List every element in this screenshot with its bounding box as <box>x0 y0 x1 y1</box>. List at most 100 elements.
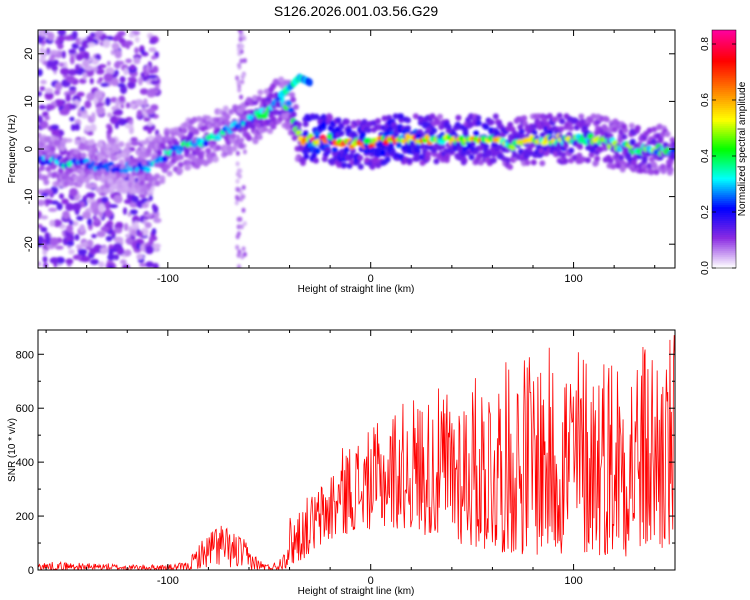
spectrogram-cell <box>517 124 524 131</box>
spectrogram-cell <box>91 182 98 189</box>
spectrogram-cell <box>424 155 431 162</box>
spectrogram-cell <box>110 191 115 200</box>
colorbar-step <box>712 200 736 204</box>
spectrogram-cell <box>437 113 443 120</box>
spectrogram-cell <box>188 145 195 152</box>
spectrogram-cell <box>242 221 247 227</box>
colorbar-step <box>712 71 736 75</box>
spectrogram-x-tick-label: 100 <box>564 273 582 285</box>
spectrogram-cell <box>144 213 153 218</box>
spectrogram-cell <box>196 116 203 122</box>
spectrogram-cell <box>133 57 141 65</box>
spectrogram-cell <box>299 157 306 164</box>
spectrogram-cell <box>117 83 126 88</box>
colorbar-step <box>712 192 736 196</box>
spectrogram-cell <box>372 156 379 163</box>
colorbar-step <box>712 41 736 45</box>
spectrogram-cell <box>151 203 157 210</box>
spectrogram-cell <box>100 82 109 87</box>
spectrogram-cell <box>89 123 97 132</box>
spectrogram-cell <box>237 30 242 33</box>
spectrogram-cell <box>38 36 43 44</box>
colorbar-step <box>712 129 736 132</box>
spectrogram-cell <box>75 53 84 61</box>
colorbar-step <box>712 55 736 59</box>
spectrogram-cell <box>83 51 88 60</box>
spectrogram-cell <box>51 172 58 178</box>
spectrogram-cell <box>332 155 339 162</box>
spectrogram-cell <box>125 43 130 50</box>
spectrogram-cell <box>648 168 655 175</box>
spectrogram-cell <box>55 245 64 250</box>
spectrogram-cell <box>669 152 675 159</box>
spectrogram-cell <box>256 113 263 120</box>
colorbar-step <box>712 149 736 152</box>
spectrogram-cell <box>125 237 133 245</box>
spectrogram-y-tick-label: 10 <box>23 95 35 107</box>
snr-x-tick-label: 100 <box>564 575 582 587</box>
spectrogram-cell <box>104 201 111 210</box>
spectrogram-cell <box>425 151 432 157</box>
spectrogram-cell <box>161 156 168 163</box>
spectrogram-cell <box>138 76 143 86</box>
colorbar-step <box>712 35 736 39</box>
spectrogram-cell <box>646 127 653 134</box>
spectrogram-cell <box>546 113 553 119</box>
colorbar-step <box>712 147 736 150</box>
spectrogram-cell <box>147 127 152 135</box>
spectrogram-cell <box>671 141 675 148</box>
spectrogram-cell <box>492 113 499 120</box>
spectrogram-cell <box>105 97 111 107</box>
spectrogram-cell <box>567 125 574 132</box>
spectrogram-cell <box>267 92 274 99</box>
spectrogram-cell <box>118 95 126 103</box>
spectrogram-cell <box>338 122 345 129</box>
spectrogram-cell <box>118 159 125 166</box>
spectrogram-cell <box>44 87 54 94</box>
colorbar-tick-label: 0.2 <box>700 205 711 219</box>
spectrogram-cell <box>150 80 160 85</box>
spectrogram-cell <box>177 154 184 161</box>
spectrogram-cell <box>138 231 144 238</box>
spectrogram-cell <box>558 126 565 132</box>
spectrogram-cell <box>527 150 534 157</box>
spectrogram-cell <box>53 139 60 146</box>
spectrogram-cell <box>469 140 476 147</box>
spectrogram-cell <box>241 73 246 78</box>
spectrogram-cell <box>381 115 388 122</box>
spectrogram-cell <box>76 215 84 221</box>
spectrogram-cell <box>80 136 87 143</box>
spectrogram-cell <box>419 143 426 150</box>
spectrogram-cell <box>483 124 490 130</box>
spectrogram-cell <box>125 102 131 109</box>
spectrogram-cell <box>455 114 462 121</box>
spectrogram-cell <box>138 194 147 199</box>
colorbar-step <box>712 160 736 164</box>
spectrogram-cell <box>107 125 113 135</box>
colorbar-step <box>712 93 736 97</box>
spectrogram-cell <box>494 145 501 152</box>
spectrogram-cell <box>413 152 420 158</box>
spectrogram-cell <box>393 129 399 136</box>
spectrogram-cell <box>75 244 84 249</box>
snr-x-tick-label: 0 <box>368 575 374 587</box>
colorbar-step <box>712 121 736 124</box>
colorbar-step <box>712 91 736 95</box>
colorbar-step <box>712 240 736 243</box>
spectrogram-cell <box>547 129 554 136</box>
spectrogram-cell <box>106 112 113 118</box>
spectrogram-cell <box>130 140 139 146</box>
spectrogram-cell <box>80 256 91 263</box>
spectrogram-cell <box>83 177 90 184</box>
snr-y-axis-label: SNR (10 * v/v) <box>7 418 18 482</box>
spectrogram-cell <box>40 215 49 220</box>
spectrogram-cell <box>129 209 138 215</box>
spectrogram-cell <box>123 147 130 154</box>
colorbar-step <box>712 212 736 216</box>
spectrogram-cell <box>80 113 90 119</box>
spectrogram-cell <box>607 157 614 164</box>
spectrogram-cell <box>151 228 157 235</box>
spectrogram-cell <box>325 146 332 153</box>
spectrogram-cell <box>111 42 120 51</box>
